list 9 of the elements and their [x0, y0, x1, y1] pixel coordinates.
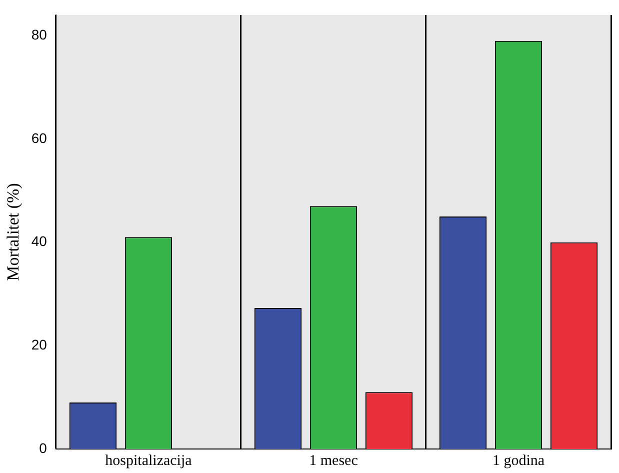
y-tick-label: 20 — [31, 336, 48, 353]
y-axis-title: Mortalitet (%) — [4, 183, 23, 281]
x-tick-label: 1 godina — [492, 452, 545, 469]
y-tick-label: 60 — [31, 130, 48, 146]
y-tick-label: 0 — [39, 440, 48, 456]
x-tick-label: hospitalizacija — [105, 452, 192, 469]
x-tick-label: 1 mesec — [309, 452, 358, 469]
y-tick-label: 40 — [31, 233, 48, 250]
y-tick-label: 80 — [31, 26, 48, 43]
